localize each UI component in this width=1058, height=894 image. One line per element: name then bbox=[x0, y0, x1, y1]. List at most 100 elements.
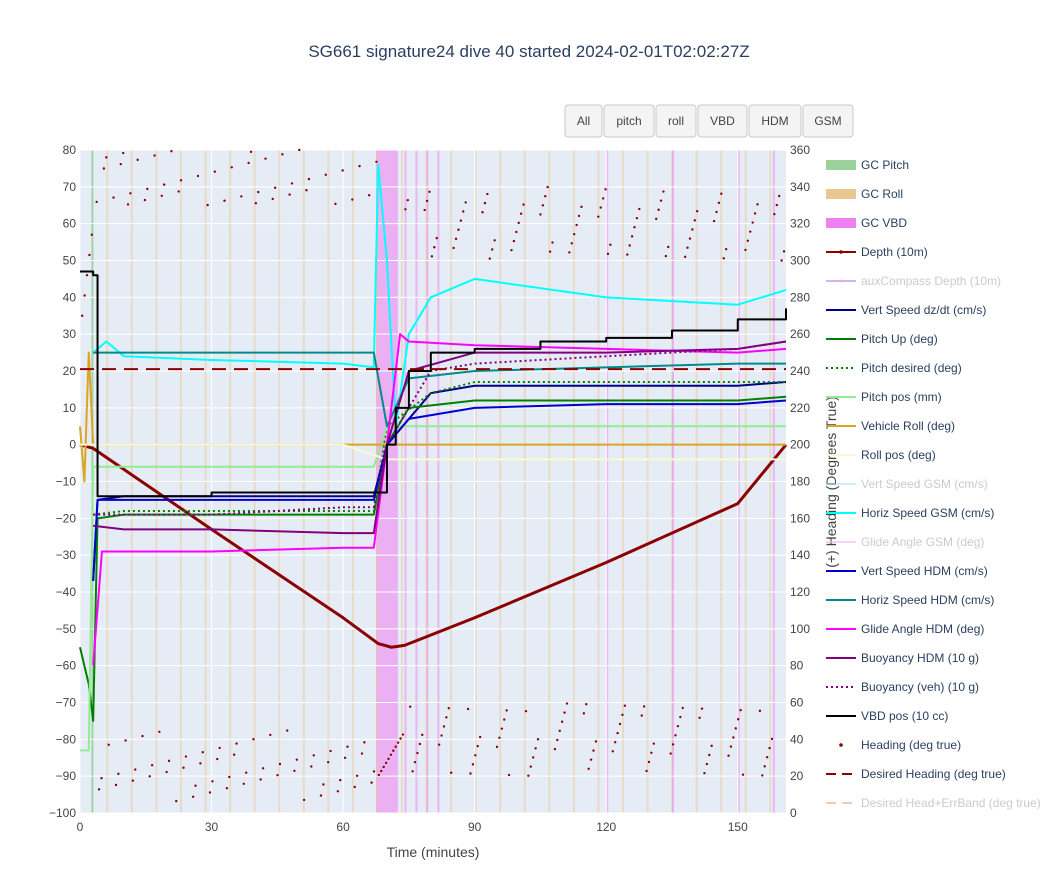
heading-marker bbox=[606, 252, 610, 256]
heading-marker bbox=[601, 197, 605, 200]
button-label: HDM bbox=[761, 114, 788, 128]
heading-marker bbox=[546, 185, 549, 189]
heading-marker bbox=[573, 232, 576, 236]
heading-marker bbox=[623, 704, 627, 707]
heading-marker bbox=[647, 760, 651, 764]
heading-marker bbox=[522, 203, 525, 206]
heading-marker bbox=[105, 156, 108, 159]
legend-item[interactable]: Glide Angle HDM (deg) bbox=[826, 622, 984, 636]
heading-marker bbox=[700, 707, 704, 710]
y-tick-label: 20 bbox=[63, 364, 77, 378]
heading-marker bbox=[160, 194, 163, 197]
y2-tick-label: 260 bbox=[790, 327, 810, 341]
legend-item[interactable]: Depth (10m) bbox=[826, 245, 928, 259]
heading-marker bbox=[223, 199, 226, 202]
heading-marker bbox=[710, 744, 713, 748]
legend-swatch bbox=[826, 189, 856, 199]
heading-marker bbox=[715, 210, 718, 214]
legend-swatch bbox=[839, 743, 843, 747]
button-gsm[interactable]: GSM bbox=[802, 104, 854, 138]
heading-marker bbox=[363, 741, 366, 744]
heading-marker bbox=[102, 167, 106, 170]
legend-item[interactable]: GC Roll bbox=[826, 187, 903, 201]
heading-marker bbox=[503, 718, 506, 721]
heading-marker bbox=[421, 733, 424, 737]
heading-marker bbox=[276, 773, 279, 777]
legend-item[interactable]: Vert Speed GSM (cm/s) bbox=[826, 477, 988, 491]
heading-marker bbox=[375, 160, 378, 163]
heading-marker bbox=[199, 762, 202, 765]
legend-label: auxCompass Depth (10m) bbox=[861, 274, 1001, 288]
heading-marker bbox=[247, 161, 250, 165]
heading-marker bbox=[486, 192, 489, 196]
legend-item[interactable]: Roll pos (deg) bbox=[826, 448, 936, 462]
heading-marker bbox=[83, 294, 86, 297]
legend-item[interactable]: Pitch desired (deg) bbox=[826, 361, 962, 375]
button-vbd[interactable]: VBD bbox=[697, 104, 748, 138]
legend-item[interactable]: Pitch pos (mm) bbox=[826, 390, 942, 404]
heading-marker bbox=[681, 706, 684, 710]
legend-label: Vert Speed GSM (cm/s) bbox=[861, 477, 988, 491]
heading-marker bbox=[510, 248, 513, 252]
heading-marker bbox=[242, 782, 245, 786]
heading-marker bbox=[780, 259, 783, 262]
heading-marker bbox=[218, 746, 221, 750]
legend-item[interactable]: Heading (deg true) bbox=[839, 738, 961, 752]
heading-marker bbox=[191, 795, 195, 798]
heading-marker bbox=[411, 770, 414, 773]
heading-marker bbox=[756, 203, 759, 206]
x-tick-label: 30 bbox=[205, 820, 219, 834]
legend-item[interactable]: Horiz Speed HDM (cm/s) bbox=[826, 593, 994, 607]
heading-marker bbox=[626, 253, 629, 256]
heading-marker bbox=[319, 794, 323, 797]
heading-marker bbox=[531, 756, 535, 759]
heading-marker bbox=[746, 239, 750, 242]
heading-marker bbox=[464, 201, 467, 204]
heading-marker bbox=[720, 192, 723, 195]
legend-item[interactable]: Vert Speed HDM (cm/s) bbox=[826, 564, 988, 578]
heading-marker bbox=[498, 736, 501, 739]
legend-item[interactable]: Horiz Speed GSM (cm/s) bbox=[826, 506, 994, 520]
legend-item[interactable]: VBD pos (10 cc) bbox=[826, 709, 948, 723]
button-label: GSM bbox=[814, 114, 841, 128]
heading-marker bbox=[609, 243, 612, 246]
heading-marker bbox=[770, 737, 774, 741]
button-label: roll bbox=[668, 114, 684, 128]
heading-marker bbox=[396, 741, 400, 744]
heading-marker bbox=[645, 769, 648, 773]
legend-item[interactable]: GC Pitch bbox=[826, 158, 909, 172]
button-all[interactable]: All bbox=[564, 104, 603, 138]
legend-label: Buoyancy (veh) (10 g) bbox=[861, 680, 979, 694]
legend-item[interactable]: Desired Head+ErrBand (deg true) bbox=[826, 796, 1041, 810]
heading-marker bbox=[517, 221, 520, 225]
heading-marker bbox=[129, 192, 132, 195]
series-line-pitch-up-deg bbox=[79, 395, 787, 722]
legend-item[interactable]: Pitch Up (deg) bbox=[826, 332, 938, 346]
button-roll[interactable]: roll bbox=[655, 104, 697, 138]
heading-marker bbox=[657, 208, 660, 211]
heading-marker bbox=[146, 187, 149, 191]
legend-item[interactable]: Vehicle Roll (deg) bbox=[826, 419, 955, 433]
legend-item[interactable]: Desired Heading (deg true) bbox=[826, 767, 1006, 781]
y2-tick-label: 40 bbox=[790, 732, 804, 746]
traces bbox=[79, 163, 788, 752]
x-tick-label: 150 bbox=[728, 820, 748, 834]
heading-marker bbox=[131, 779, 135, 782]
button-hdm[interactable]: HDM bbox=[748, 104, 802, 138]
heading-marker bbox=[384, 761, 388, 765]
legend-item[interactable]: Buoyancy HDM (10 g) bbox=[826, 651, 979, 665]
heading-marker bbox=[447, 707, 450, 710]
legend-item[interactable]: Buoyancy (veh) (10 g) bbox=[826, 680, 979, 694]
heading-marker bbox=[324, 173, 327, 176]
button-pitch[interactable]: pitch bbox=[603, 104, 655, 138]
heading-marker bbox=[536, 738, 540, 741]
legend-item[interactable]: auxCompass Depth (10m) bbox=[826, 274, 1001, 288]
y2-tick-label: 0 bbox=[790, 806, 797, 820]
legend-item[interactable]: Glide Angle GSM (deg) bbox=[826, 535, 984, 549]
heading-marker bbox=[211, 780, 214, 783]
legend-item[interactable]: Vert Speed dz/dt (cm/s) bbox=[826, 303, 986, 317]
y-tick-label: −50 bbox=[56, 622, 77, 636]
y2-tick-label: 140 bbox=[790, 548, 810, 562]
legend-item[interactable]: GC VBD bbox=[826, 216, 907, 230]
y2-tick-label: 280 bbox=[790, 290, 810, 304]
